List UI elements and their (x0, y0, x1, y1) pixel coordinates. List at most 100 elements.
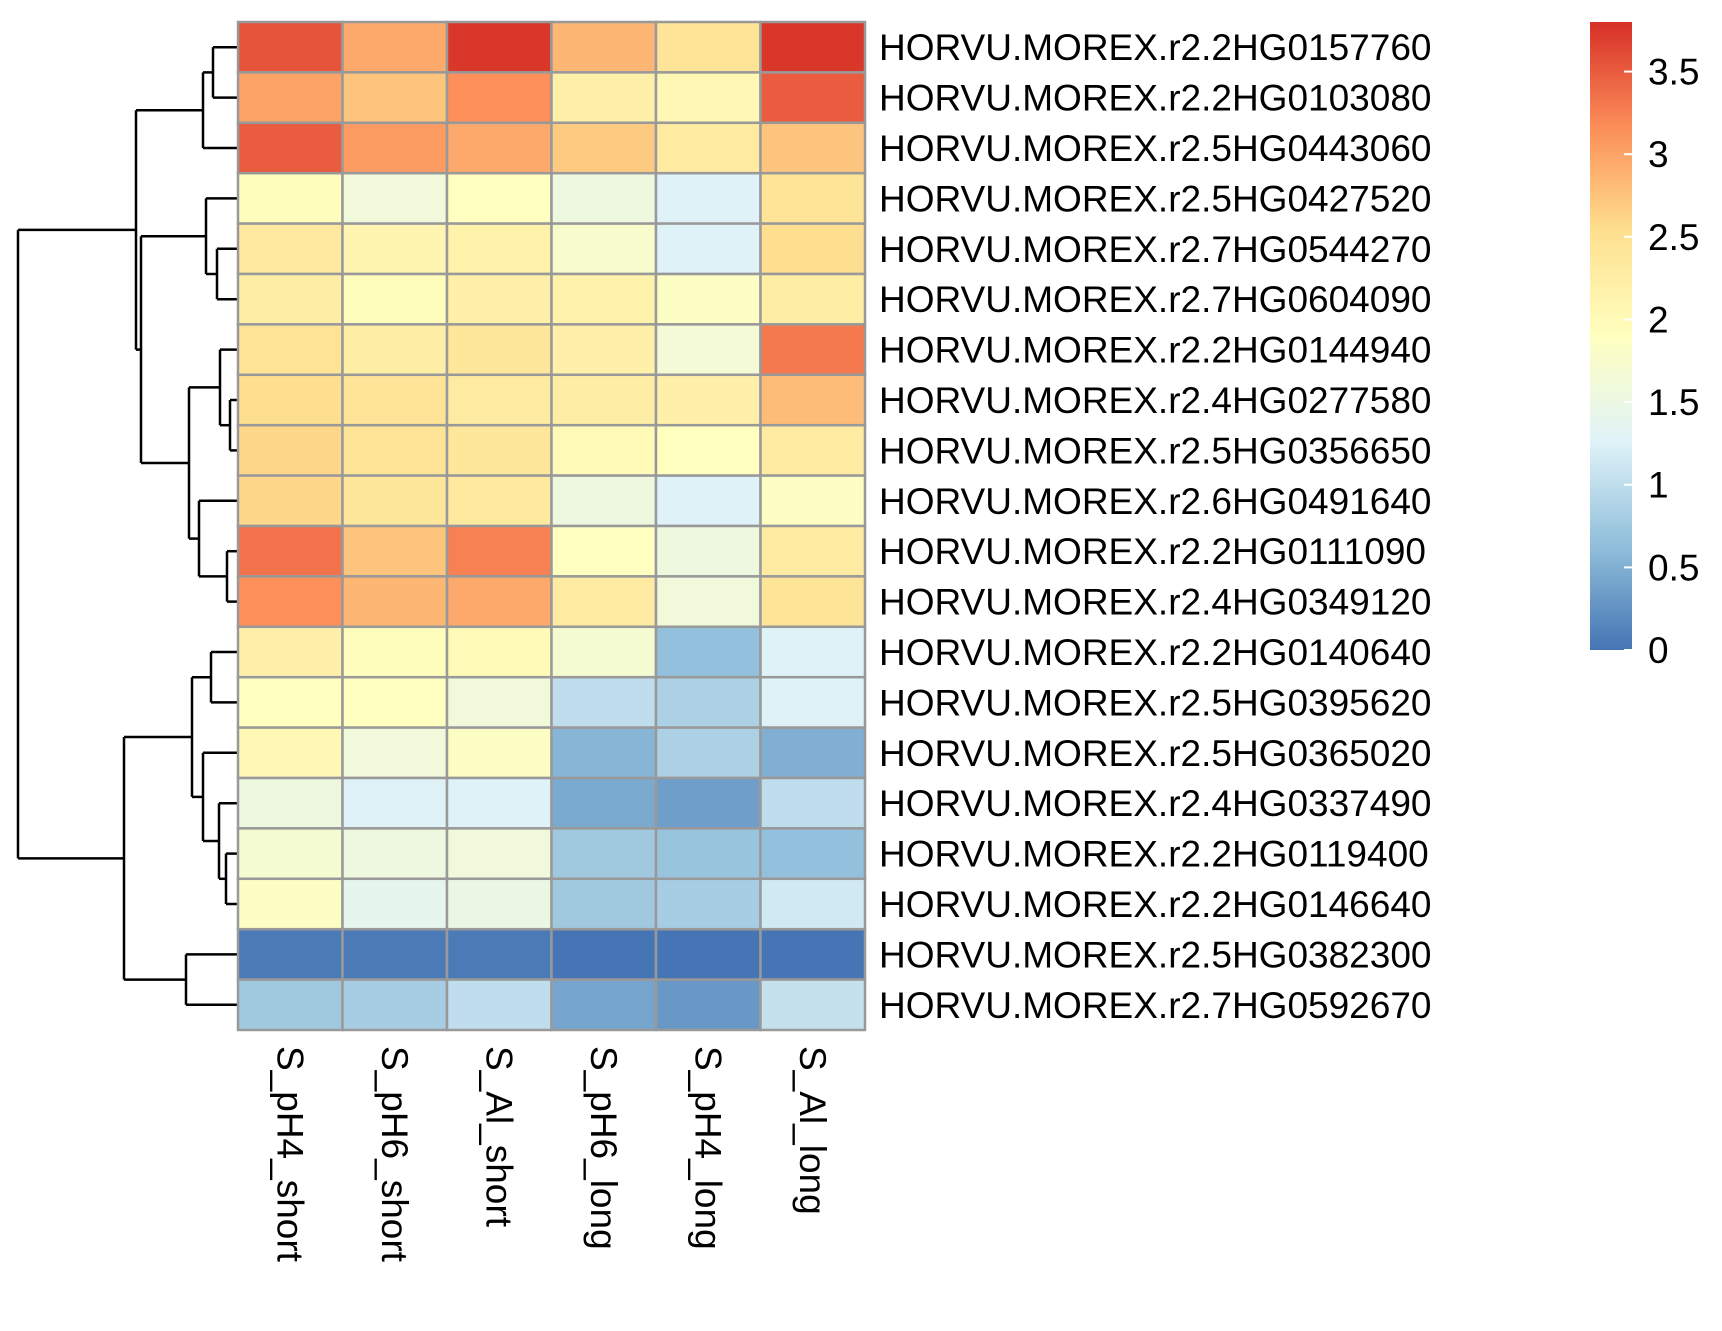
heatmap-cell (341, 121, 449, 175)
heatmap-cell (550, 71, 658, 125)
heatmap-cell (759, 625, 867, 679)
legend-tick-label: 2 (1648, 299, 1669, 340)
heatmap-cell (550, 323, 658, 377)
heatmap-cell (341, 776, 449, 830)
heatmap-cell (550, 20, 658, 74)
heatmap-cell (654, 776, 762, 830)
heatmap-cell (341, 272, 449, 326)
heatmap-cell (550, 524, 658, 578)
heatmap-cell (654, 978, 762, 1032)
heatmap-cell (341, 423, 449, 477)
heatmap-cell (341, 927, 449, 981)
heatmap-cell (341, 474, 449, 528)
legend-tick-label: 3.5 (1648, 52, 1699, 93)
heatmap-cell (445, 474, 553, 528)
heatmap-cell (236, 272, 344, 326)
row-label: HORVU.MOREX.r2.7HG0592670 (879, 985, 1432, 1026)
legend-tick-label: 0 (1648, 630, 1669, 671)
heatmap-cell (236, 776, 344, 830)
row-label: HORVU.MOREX.r2.5HG0356650 (879, 430, 1432, 471)
heatmap-cell (759, 423, 867, 477)
heatmap-cell (550, 171, 658, 225)
heatmap-cell (341, 171, 449, 225)
heatmap-cell (550, 625, 658, 679)
column-label: S_pH6_long (583, 1046, 624, 1250)
heatmap-cell (341, 978, 449, 1032)
heatmap-cell (341, 575, 449, 629)
heatmap-cell (550, 121, 658, 175)
heatmap-cells (236, 20, 867, 1032)
column-label: S_Al_short (478, 1046, 519, 1228)
heatmap-cell (341, 524, 449, 578)
row-label: HORVU.MOREX.r2.2HG0111090 (879, 531, 1426, 572)
heatmap-cell (654, 323, 762, 377)
heatmap-cell (341, 675, 449, 729)
heatmap-cell (550, 827, 658, 881)
heatmap-cell (654, 71, 762, 125)
heatmap-cell (759, 575, 867, 629)
heatmap-cell (550, 877, 658, 931)
heatmap-cell (654, 121, 762, 175)
heatmap-cell (445, 71, 553, 125)
heatmap-cell (759, 373, 867, 427)
color-legend: 0 0.5 1 1.5 2 2.5 3 3.5 (1590, 22, 1699, 671)
heatmap-cell (445, 222, 553, 276)
row-label: HORVU.MOREX.r2.5HG0365020 (879, 733, 1432, 774)
heatmap-cell (445, 927, 553, 981)
row-label: HORVU.MOREX.r2.2HG0146640 (879, 884, 1432, 925)
heatmap-cell (759, 272, 867, 326)
heatmap-cell (759, 20, 867, 74)
heatmap-cell (759, 675, 867, 729)
row-label: HORVU.MOREX.r2.7HG0544270 (879, 229, 1432, 270)
row-label: HORVU.MOREX.r2.4HG0337490 (879, 783, 1432, 824)
heatmap-cell (236, 20, 344, 74)
heatmap-cell (550, 474, 658, 528)
row-label: HORVU.MOREX.r2.5HG0443060 (879, 128, 1432, 169)
heatmap-cell (341, 726, 449, 780)
heatmap-cell (654, 474, 762, 528)
heatmap-cell (445, 675, 553, 729)
heatmap-cell (236, 978, 344, 1032)
heatmap-cell (654, 827, 762, 881)
row-label: HORVU.MOREX.r2.2HG0157760 (879, 27, 1432, 68)
row-label: HORVU.MOREX.r2.2HG0119400 (879, 834, 1429, 875)
heatmap-cell (236, 373, 344, 427)
heatmap-cell (341, 20, 449, 74)
heatmap-cell (654, 272, 762, 326)
heatmap-cell (445, 20, 553, 74)
heatmap-cell (445, 575, 553, 629)
heatmap-cell (550, 272, 658, 326)
heatmap-cell (236, 524, 344, 578)
heatmap-cell (445, 776, 553, 830)
row-label: HORVU.MOREX.r2.5HG0395620 (879, 682, 1432, 723)
heatmap-cell (759, 978, 867, 1032)
heatmap-cell (445, 171, 553, 225)
column-label: S_pH6_short (374, 1046, 415, 1263)
heatmap-cell (236, 827, 344, 881)
heatmap-cell (759, 171, 867, 225)
heatmap-cell (759, 927, 867, 981)
row-label: HORVU.MOREX.r2.5HG0382300 (879, 934, 1432, 975)
heatmap-cell (550, 726, 658, 780)
heatmap-cell (654, 373, 762, 427)
heatmap-cell (236, 675, 344, 729)
heatmap-cell (759, 726, 867, 780)
heatmap-cell (550, 373, 658, 427)
row-label: HORVU.MOREX.r2.7HG0604090 (879, 279, 1432, 320)
row-labels: HORVU.MOREX.r2.2HG0157760 HORVU.MOREX.r2.… (879, 27, 1432, 1026)
heatmap-cell (445, 524, 553, 578)
heatmap-cell (654, 423, 762, 477)
heatmap-cell (759, 222, 867, 276)
heatmap-cell (236, 423, 344, 477)
legend-tick-label: 1.5 (1648, 382, 1699, 423)
heatmap-cell (445, 272, 553, 326)
heatmap-cell (341, 323, 449, 377)
row-label: HORVU.MOREX.r2.4HG0277580 (879, 380, 1432, 421)
row-label: HORVU.MOREX.r2.2HG0103080 (879, 78, 1432, 119)
heatmap-cell (236, 121, 344, 175)
heatmap-cell (654, 171, 762, 225)
heatmap-cell (445, 877, 553, 931)
row-label: HORVU.MOREX.r2.4HG0349120 (879, 582, 1432, 623)
